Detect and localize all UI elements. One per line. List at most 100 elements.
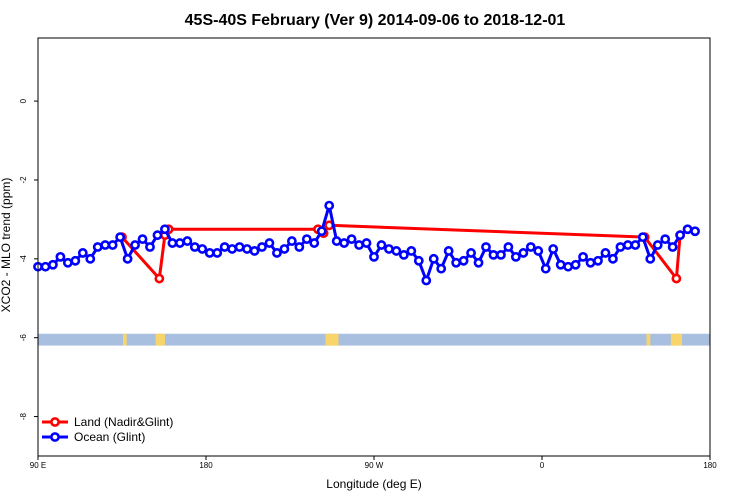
y-tick-label: -6 [19,334,28,342]
data-point [671,273,682,284]
legend-label: Land (Nadir&Glint) [74,415,173,429]
data-point [421,275,432,286]
data-point [257,242,267,252]
data-point [615,242,626,252]
data-point [182,236,193,246]
data-point [518,248,529,258]
data-point [398,249,409,260]
data-point [406,246,417,256]
data-point [488,249,499,260]
data-point [152,230,163,241]
land-patch [646,333,651,346]
data-point [77,248,88,258]
x-tick-label: 180 [703,461,717,470]
data-point [212,248,223,258]
data-point [189,242,200,252]
data-point [578,251,588,262]
y-axis-ticks: 0 -2 -4 -6 -8 [19,98,38,420]
data-point [160,224,170,235]
data-point [40,261,51,272]
data-point [279,244,290,254]
data-point [428,253,439,264]
data-point [473,257,484,268]
legend-item: Land (Nadir&Glint) [42,415,173,429]
data-point [570,259,581,270]
data-point [563,261,574,272]
data-point [413,255,424,266]
land-patch [325,333,339,346]
data-point [62,257,73,268]
data-point [436,263,447,274]
data-point [324,200,335,211]
y-axis-label: XCO2 - MLO trend (ppm) [0,178,13,313]
data-point [100,240,111,250]
data-point [690,226,700,237]
data-point [608,253,618,264]
x-tick-label: 0 [540,461,545,470]
data-point [451,257,462,268]
data-point [249,246,260,256]
data-point [234,242,245,252]
data-point [339,238,350,248]
chart-title: 45S-40S February (Ver 9) 2014-09-06 to 2… [185,12,566,29]
x-axis-ticks: 90 E 180 90 W 0 180 [30,456,717,470]
data-point [443,246,454,256]
data-lines [33,200,700,286]
data-point [70,255,81,266]
data-point [130,240,140,250]
data-point [391,246,402,256]
data-point [496,249,506,260]
data-point [481,242,491,252]
x-tick-label: 180 [199,461,213,470]
data-point [361,238,372,248]
data-point [316,226,327,237]
x-tick-label: 90 W [365,461,384,470]
data-point [301,234,312,245]
data-point [92,242,103,252]
data-point [533,246,544,256]
series-ocean [33,200,700,286]
data-point [137,234,148,245]
data-point [242,244,252,254]
data-point [637,232,648,243]
data-point [145,242,155,252]
data-point [204,248,215,258]
legend-swatch-point [50,432,60,442]
data-point [286,236,297,246]
data-point [675,230,686,241]
data-point [122,253,133,264]
data-point [309,238,320,248]
y-tick-label: -8 [19,412,28,420]
data-point [384,244,394,254]
legend: Land (Nadir&Glint)Ocean (Glint) [42,415,173,444]
data-point [219,242,230,252]
land-patch [155,333,165,346]
ocean-band [38,333,710,346]
land-patch [670,333,682,346]
data-point [652,240,663,250]
data-point [48,259,58,270]
x-axis-label: Longitude (deg E) [326,477,421,491]
data-point [167,238,178,248]
y-tick-label: -4 [19,255,28,263]
x-tick-label: 90 E [30,461,46,470]
data-point [264,238,275,248]
data-point [376,240,387,250]
land-ocean-band [38,333,710,346]
data-point [540,263,551,274]
data-point [548,244,559,254]
data-point [466,248,476,258]
data-point [645,253,656,264]
legend-item: Ocean (Glint) [42,430,145,444]
data-point [331,236,342,246]
data-point [682,224,693,235]
y-tick-label: 0 [19,98,28,103]
data-point [346,234,357,245]
data-point [294,242,305,252]
legend-label: Ocean (Glint) [74,430,145,444]
data-point [354,240,364,250]
data-point [585,257,596,268]
data-point [600,248,611,258]
data-point [85,253,96,264]
